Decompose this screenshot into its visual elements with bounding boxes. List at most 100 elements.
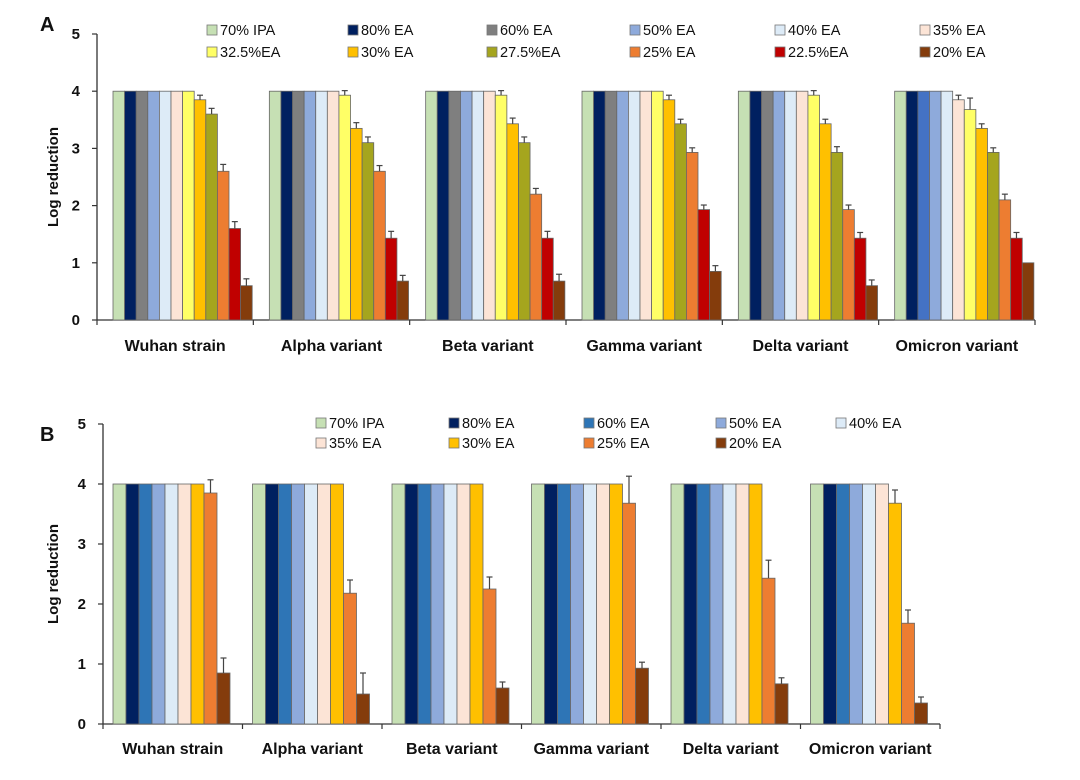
bar <box>735 483 750 725</box>
bar <box>761 90 774 321</box>
y-tick-label: 4 <box>72 83 81 100</box>
legend-swatch <box>315 417 327 429</box>
legend-item: 20% EA <box>919 45 986 61</box>
x-tick-label: Alpha variant <box>262 741 364 758</box>
bar <box>557 483 571 725</box>
bar <box>894 90 907 321</box>
bar <box>216 170 230 321</box>
bar <box>203 492 218 725</box>
bar <box>593 90 606 321</box>
y-axis-label: Log reduction <box>45 127 62 227</box>
bar <box>356 693 370 725</box>
bar <box>616 90 629 321</box>
legend-swatch <box>774 46 786 58</box>
bar <box>807 94 820 321</box>
legend-swatch <box>448 417 460 429</box>
bar <box>940 90 954 321</box>
x-tick-label: Gamma variant <box>586 338 702 355</box>
x-tick-label: Beta variant <box>442 338 534 355</box>
legend-item: 35% EA <box>919 23 986 39</box>
y-tick-label: 0 <box>72 312 80 329</box>
y-tick-label: 1 <box>72 255 80 272</box>
legend-label: 80% EA <box>361 23 414 39</box>
bar <box>182 90 195 321</box>
bar <box>853 237 867 321</box>
x-tick-label: Omicron variant <box>809 741 932 758</box>
bar <box>952 99 965 321</box>
legend-label: 70% IPA <box>329 416 385 432</box>
legend-item: 20% EA <box>715 436 782 452</box>
bar <box>596 483 610 725</box>
legend-item: 30% EA <box>448 436 515 452</box>
bar <box>112 483 127 725</box>
legend-label: 35% EA <box>329 436 382 452</box>
legend-label: 25% EA <box>643 45 696 61</box>
x-tick-label: Omicron variant <box>895 338 1018 355</box>
bar <box>338 94 351 321</box>
bar <box>842 209 855 321</box>
bar <box>216 672 231 725</box>
bar <box>124 90 137 321</box>
bar <box>471 90 485 321</box>
x-tick-label: Alpha variant <box>281 338 383 355</box>
bar <box>240 285 253 321</box>
bar <box>482 588 497 725</box>
bar <box>443 483 458 725</box>
bar <box>552 280 566 321</box>
bar <box>544 483 558 725</box>
x-tick-label: Delta variant <box>683 741 780 758</box>
legend-swatch <box>486 24 498 36</box>
legend-swatch <box>347 46 359 58</box>
y-tick-label: 2 <box>78 596 86 613</box>
legend-swatch <box>347 24 359 36</box>
legend-label: 30% EA <box>462 436 515 452</box>
bar <box>292 90 305 321</box>
bar <box>686 152 699 321</box>
y-tick-label: 5 <box>72 26 80 43</box>
y-tick-label: 2 <box>72 198 80 215</box>
bar <box>604 90 618 321</box>
bar <box>417 483 432 725</box>
legend-label: 50% EA <box>643 23 696 39</box>
legend-item: 50% EA <box>715 416 782 432</box>
legend-item: 60% EA <box>486 23 553 39</box>
bar <box>761 577 776 725</box>
legend-item: 30% EA <box>347 45 414 61</box>
legend-label: 40% EA <box>849 416 902 432</box>
x-tick-label: Beta variant <box>406 741 498 758</box>
bar <box>862 483 876 725</box>
bar <box>343 592 357 725</box>
bar <box>670 483 685 725</box>
legend-label: 20% EA <box>729 436 782 452</box>
x-tick-label: Delta variant <box>752 338 849 355</box>
legend-swatch <box>629 46 641 58</box>
legend-item: 40% EA <box>774 23 841 39</box>
bar <box>772 90 786 321</box>
bar <box>193 99 207 321</box>
legend-label: 50% EA <box>729 416 782 432</box>
bar <box>205 113 218 321</box>
legend-swatch <box>629 24 641 36</box>
legend-item: 70% IPA <box>206 23 276 39</box>
bar <box>529 193 543 321</box>
bar <box>722 483 737 725</box>
bar <box>151 483 166 725</box>
legend-swatch <box>835 417 847 429</box>
legend-swatch <box>919 24 931 36</box>
bar <box>252 483 266 725</box>
legend-label: 60% EA <box>500 23 553 39</box>
bar <box>683 483 698 725</box>
bar <box>888 502 902 725</box>
bar <box>469 483 484 725</box>
y-axis-label: Log reduction <box>45 524 62 624</box>
bar <box>396 280 409 321</box>
bar <box>570 483 584 725</box>
y-tick-label: 4 <box>78 476 87 493</box>
legend-swatch <box>486 46 498 58</box>
bar <box>456 483 471 725</box>
legend-label: 32.5%EA <box>220 45 281 61</box>
legend-swatch <box>448 437 460 449</box>
bar <box>819 123 832 321</box>
bar <box>164 483 179 725</box>
legend-item: 60% EA <box>583 416 650 432</box>
